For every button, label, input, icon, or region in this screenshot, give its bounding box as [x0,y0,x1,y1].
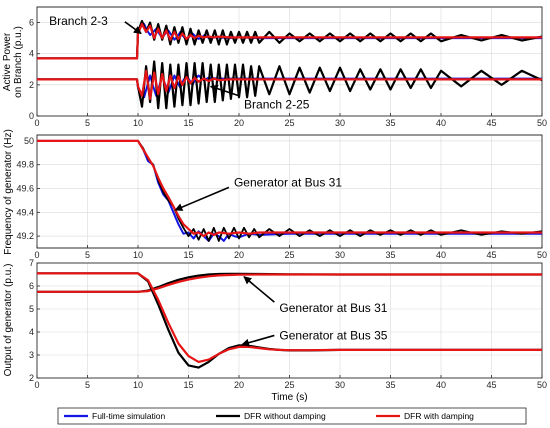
annotation-label: Branch 2-3 [49,14,108,28]
y-axis-label-line: on Branch (p.u.) [13,26,24,98]
x-tick-label: 0 [34,380,39,390]
y-tick-label: 6 [29,18,34,28]
x-tick-label: 40 [436,250,446,260]
x-tick-label: 40 [436,118,446,128]
y-tick-label: 4 [29,49,34,59]
annotation-label: Branch 2-25 [244,97,310,111]
x-tick-label: 50 [537,250,547,260]
x-tick-label: 25 [284,250,294,260]
x-tick-label: 45 [486,118,496,128]
annotation-arrow [174,186,230,211]
y-tick-label: 6 [29,281,34,291]
legend: Full-time simulation DFR without damping D… [57,407,527,425]
x-tick-label: 0 [34,118,39,128]
x-tick-label: 15 [183,380,193,390]
axis-frame [36,134,543,249]
panel-2: 0 5 10 15 20 25 30 35 40 45 50 49.2 49.4 49.6 49.8 50 Fr… [3,129,547,260]
series-line [37,69,542,100]
y-axis-label: Output of generator (p.u.) [3,264,14,377]
series-group [37,272,542,369]
axis-frame [36,6,543,117]
x-tick-label: 10 [133,250,143,260]
x-tick-label: 20 [234,380,244,390]
x-tick-label: 5 [85,380,90,390]
y-tick-label: 3 [29,350,34,360]
x-tick-label: 5 [85,118,90,128]
series-line [37,60,542,110]
y-tick-label: 7 [29,258,34,268]
x-tick-label: 10 [133,380,143,390]
series-line [37,139,542,238]
x-tick-label: 35 [385,250,395,260]
annotation-arrow [243,276,275,303]
x-tick-label: 40 [436,380,446,390]
annotation-arrow [209,84,240,97]
y-tick-label: 49.2 [16,231,34,241]
x-tick-label: 30 [335,250,345,260]
y-tick-label: 49.8 [16,160,34,170]
legend-label: Full-time simulation [92,411,165,421]
legend-box [57,407,527,425]
x-tick-label: 35 [385,118,395,128]
annotation-label: Generator at Bus 31 [279,301,387,315]
series-line [37,272,542,363]
x-tick-label: 20 [234,250,244,260]
y-axis-label: Frequency of generator (Hz) [3,129,14,255]
x-tick-label: 15 [183,118,193,128]
annotation-label: Generator at Bus 31 [234,176,342,190]
x-tick-label: 25 [284,380,294,390]
x-axis-label: Time (s) [271,392,307,403]
y-tick-label: 5 [29,304,34,314]
annotation-arrow [124,21,142,35]
x-tick-label: 35 [385,380,395,390]
y-axis-label-line: Frequency of generator (Hz) [3,129,14,255]
series-group [37,139,542,242]
y-axis-label-line: Active Power [2,32,13,91]
y-tick-label: 4 [29,327,34,337]
y-tick-label: 49.4 [16,207,34,217]
series-group [37,19,542,110]
legend-label: DFR with damping [404,411,474,421]
x-tick-label: 10 [133,118,143,128]
x-tick-label: 5 [85,250,90,260]
x-tick-label: 20 [234,118,244,128]
y-tick-label: 50 [24,136,34,146]
x-tick-label: 50 [537,118,547,128]
annotation-label: Generator at Bus 35 [279,328,387,342]
x-tick-label: 30 [335,118,345,128]
x-tick-label: 45 [486,380,496,390]
legend-label: DFR without damping [244,411,326,421]
y-tick-label: 49.6 [16,184,34,194]
y-axis-label-line: Output of generator (p.u.) [3,264,14,377]
x-tick-label: 30 [335,380,345,390]
x-tick-label: 45 [486,250,496,260]
y-tick-label: 2 [29,80,34,90]
annotation-arrow [241,334,275,347]
y-tick-label: 2 [29,373,34,383]
x-tick-label: 15 [183,250,193,260]
y-axis-label: Active Poweron Branch (p.u.) [2,26,24,98]
panel-1: 0 5 10 15 20 25 30 35 40 45 50 0 2 4 6 Active Poweron B… [2,6,547,128]
axis-frame [36,262,543,379]
x-tick-label: 0 [34,250,39,260]
x-tick-label: 25 [284,118,294,128]
series-line [37,23,542,60]
x-tick-label: 50 [537,380,547,390]
y-tick-label: 0 [29,111,34,121]
series-line [37,273,542,293]
